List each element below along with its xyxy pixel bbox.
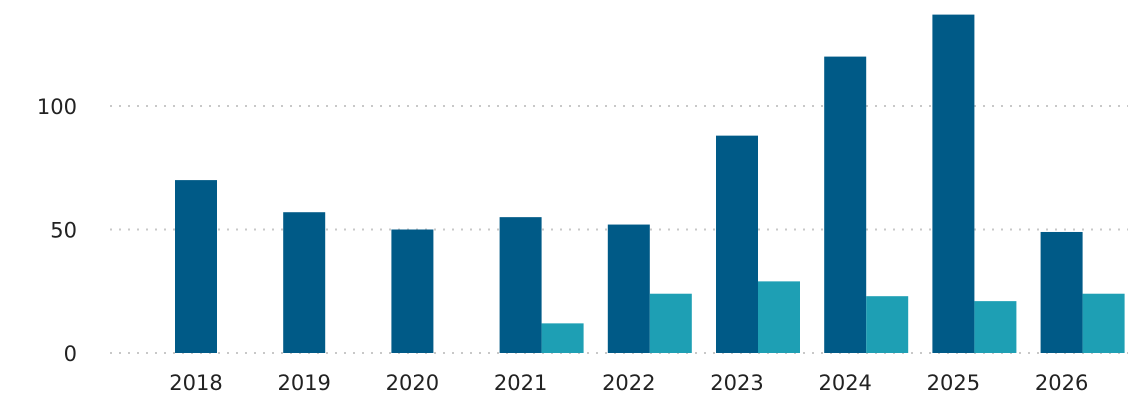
bar-2019-series-1 [283, 212, 326, 353]
bar-2023-series-1 [716, 135, 758, 353]
bar-2026-series-2 [1082, 293, 1125, 353]
bar-2021-series-2 [541, 323, 584, 353]
x-tick-label: 2025 [927, 371, 980, 395]
bar-2018-series-1 [175, 180, 217, 353]
bars [175, 14, 1125, 354]
x-tick-label: 2026 [1035, 371, 1088, 395]
y-tick-label: 50 [50, 219, 77, 243]
x-tick-label: 2019 [277, 371, 330, 395]
y-axis-ticks: 0 50 100 [37, 95, 77, 366]
x-tick-label: 2022 [602, 371, 655, 395]
bar-2024-series-2 [866, 296, 909, 353]
x-tick-label: 2024 [818, 371, 871, 395]
bar-2023-series-2 [758, 281, 800, 353]
y-tick-label: 0 [64, 342, 77, 366]
y-tick-label: 100 [37, 95, 77, 119]
x-axis-ticks: 2018 2019 2020 2021 2022 2023 2024 2025 2026 [169, 371, 1088, 395]
bar-2026-series-1 [1040, 231, 1083, 353]
bar-2021-series-1 [499, 217, 542, 353]
x-tick-label: 2021 [494, 371, 547, 395]
x-tick-label: 2018 [169, 371, 222, 395]
x-tick-label: 2020 [386, 371, 439, 395]
bar-2022-series-1 [607, 224, 650, 353]
bar-2020-series-1 [391, 229, 434, 353]
bar-2022-series-2 [649, 293, 692, 353]
bar-2025-series-1 [932, 14, 975, 354]
x-tick-label: 2023 [710, 371, 763, 395]
bar-2024-series-1 [824, 56, 867, 353]
bar-2025-series-2 [974, 301, 1017, 353]
